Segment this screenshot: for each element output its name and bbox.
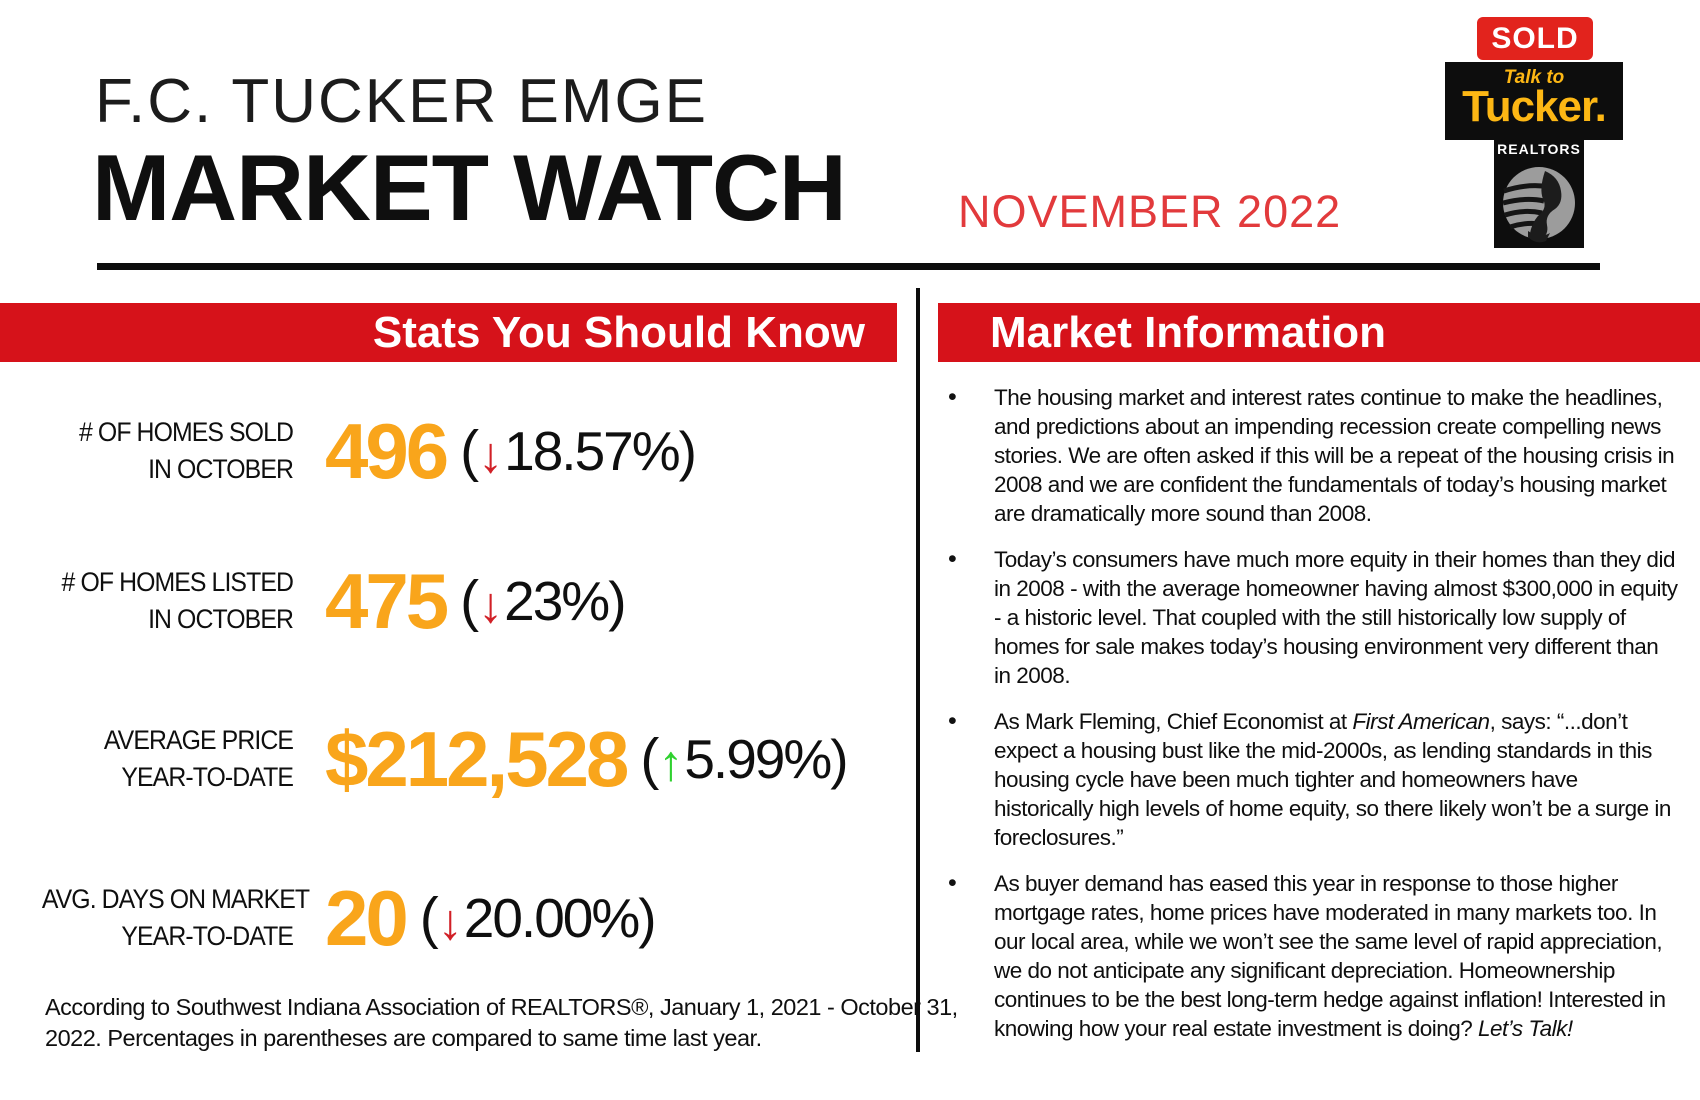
bullet-item: • As buyer demand has eased this year in… bbox=[938, 869, 1680, 1043]
market-info-list: • The housing market and interest rates … bbox=[938, 383, 1680, 1060]
bullet-marker: • bbox=[948, 869, 957, 897]
open-paren: ( bbox=[460, 419, 479, 483]
bullet-text: As Mark Fleming, Chief Economist at Firs… bbox=[994, 709, 1671, 850]
talk-to-label: Talk to bbox=[1503, 67, 1565, 88]
tucker-label: Tucker. bbox=[1462, 82, 1607, 131]
down-arrow-icon: ↓ bbox=[437, 894, 463, 950]
stat-row-days-on-market: AVG. DAYS ON MARKET YEAR-TO-DATE 20 ( ↓ … bbox=[20, 872, 900, 964]
issue-date: NOVEMBER 2022 bbox=[958, 186, 1342, 237]
stat-label: # OF HOMES SOLD IN OCTOBER bbox=[79, 417, 294, 484]
globe-icon bbox=[1498, 157, 1580, 245]
stat-value: 475 bbox=[325, 556, 449, 645]
realtors-label: REALTORS bbox=[1497, 141, 1581, 157]
up-arrow-icon: ↑ bbox=[658, 735, 684, 791]
open-paren: ( bbox=[640, 727, 659, 791]
stat-label: AVERAGE PRICE YEAR-TO-DATE bbox=[103, 725, 294, 792]
change-percent: 5.99%) bbox=[684, 728, 848, 790]
open-paren: ( bbox=[460, 569, 479, 633]
stat-value: 20 bbox=[325, 873, 409, 962]
bullet-item: • The housing market and interest rates … bbox=[938, 383, 1680, 528]
stat-change: ( ↓ 18.57%) bbox=[460, 418, 697, 484]
column-divider bbox=[916, 288, 920, 1052]
bullet-marker: • bbox=[948, 383, 957, 411]
stats-banner: Stats You Should Know bbox=[0, 303, 897, 362]
tucker-logo: Talk to Tucker. bbox=[1445, 62, 1623, 140]
stat-change: ( ↑ 5.99%) bbox=[640, 726, 848, 792]
down-arrow-icon: ↓ bbox=[478, 577, 504, 633]
sold-badge: SOLD bbox=[1477, 17, 1593, 60]
stat-row-homes-listed: # OF HOMES LISTED IN OCTOBER 475 ( ↓ 23%… bbox=[20, 555, 900, 647]
bullet-marker: • bbox=[948, 545, 957, 573]
bullet-text: Today’s consumers have much more equity … bbox=[994, 547, 1678, 688]
source-footnote: According to Southwest Indiana Associati… bbox=[45, 992, 958, 1054]
stat-value: $212,528 bbox=[325, 714, 629, 803]
open-paren: ( bbox=[419, 886, 439, 950]
market-info-banner: Market Information bbox=[938, 303, 1700, 362]
bullet-marker: • bbox=[948, 707, 957, 735]
change-percent: 18.57%) bbox=[504, 420, 697, 482]
stat-row-homes-sold: # OF HOMES SOLD IN OCTOBER 496 ( ↓ 18.57… bbox=[20, 405, 900, 497]
stat-change: ( ↓ 23%) bbox=[460, 568, 626, 634]
change-percent: 20.00%) bbox=[463, 887, 657, 949]
footnote-line: According to Southwest Indiana Associati… bbox=[45, 994, 958, 1020]
stat-label: AVG. DAYS ON MARKET YEAR-TO-DATE bbox=[41, 884, 310, 951]
stat-change: ( ↓ 20.00%) bbox=[419, 885, 657, 951]
realtors-column: REALTORS bbox=[1494, 140, 1584, 248]
stat-value: 496 bbox=[325, 406, 449, 495]
bullet-text: The housing market and interest rates co… bbox=[994, 385, 1675, 526]
bullet-item: • As Mark Fleming, Chief Economist at Fi… bbox=[938, 707, 1680, 852]
header-brand: F.C. TUCKER EMGE bbox=[95, 67, 709, 136]
page-title: MARKET WATCH bbox=[92, 135, 847, 240]
down-arrow-icon: ↓ bbox=[478, 427, 504, 483]
footnote-line: 2022. Percentages in parentheses are com… bbox=[45, 1025, 762, 1051]
header-rule bbox=[97, 263, 1600, 270]
bullet-item: • Today’s consumers have much more equit… bbox=[938, 545, 1680, 690]
stat-label: # OF HOMES LISTED IN OCTOBER bbox=[61, 567, 294, 634]
bullet-text: As buyer demand has eased this year in r… bbox=[994, 871, 1666, 1041]
change-percent: 23%) bbox=[504, 570, 626, 632]
stat-row-average-price: AVERAGE PRICE YEAR-TO-DATE $212,528 ( ↑ … bbox=[20, 713, 900, 805]
